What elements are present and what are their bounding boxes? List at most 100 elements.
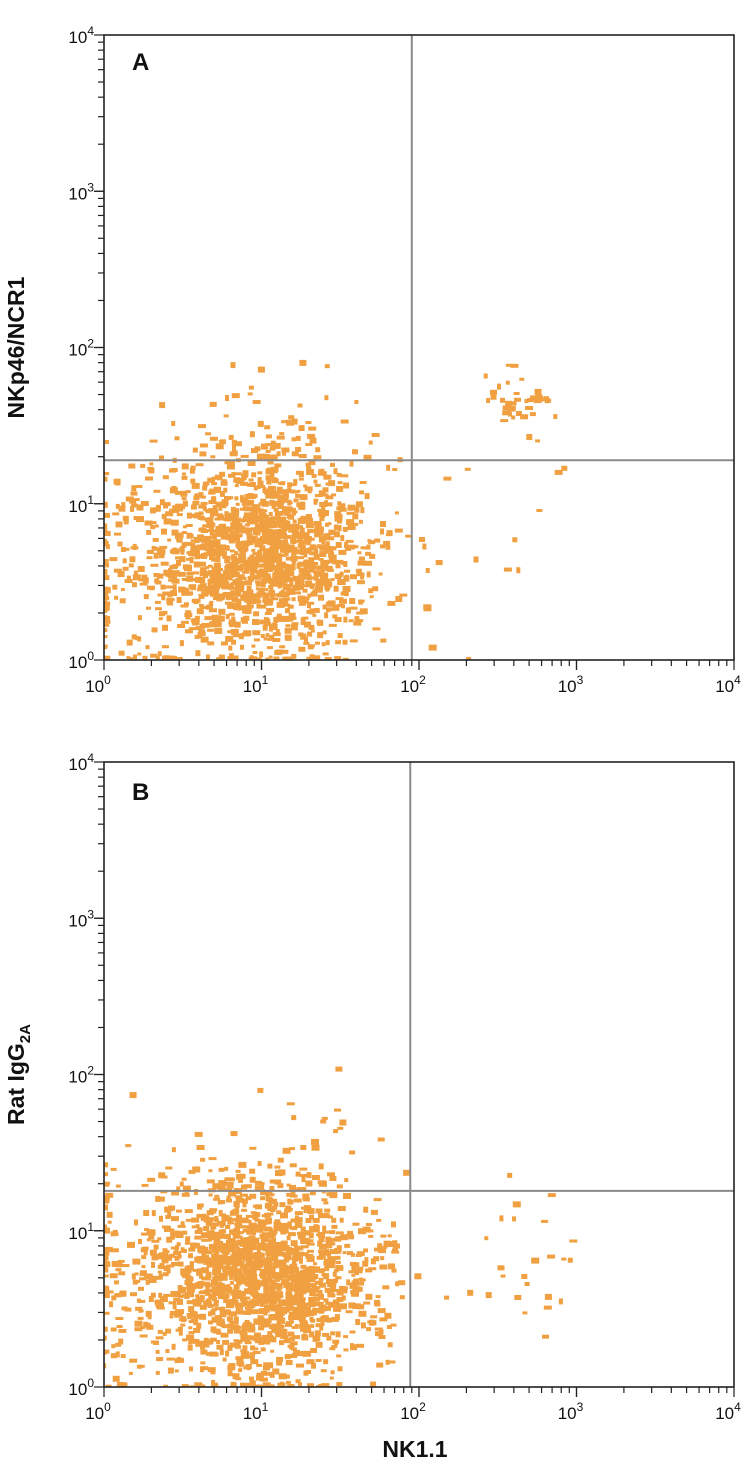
event-dot	[257, 480, 264, 486]
event-dot	[237, 1270, 243, 1275]
event-dot	[213, 548, 220, 553]
event-dot	[159, 1263, 165, 1270]
event-dot	[272, 632, 281, 637]
event-dot	[248, 1300, 257, 1307]
event-dot	[230, 1320, 238, 1324]
plot-frame	[103, 761, 735, 1388]
event-dot	[225, 516, 232, 522]
event-dot	[179, 1181, 184, 1187]
event-dot	[269, 469, 275, 476]
event-dot	[294, 1217, 303, 1223]
event-dot	[234, 484, 239, 488]
event-dot	[177, 571, 186, 577]
event-dot	[191, 1217, 200, 1223]
event-dot	[295, 470, 303, 475]
x-axis-title: NK1.1	[382, 1436, 447, 1462]
event-dot	[197, 515, 205, 520]
event-dot	[271, 1304, 278, 1310]
event-dot	[186, 1334, 195, 1341]
event-dot	[145, 1273, 153, 1280]
event-dot	[104, 542, 107, 547]
event-dot	[363, 1248, 369, 1253]
event-dot	[303, 571, 309, 576]
event-dot	[198, 511, 204, 516]
event-dot	[269, 1205, 274, 1209]
event-dot	[246, 1226, 253, 1230]
event-dot	[224, 511, 229, 517]
event-dot	[354, 616, 360, 623]
event-dot	[188, 1265, 194, 1272]
event-dot	[280, 589, 285, 593]
event-dot	[278, 1324, 284, 1329]
event-dot	[142, 1246, 149, 1251]
event-dot	[260, 1184, 265, 1189]
event-dot	[248, 385, 254, 390]
event-dot	[317, 632, 324, 639]
event-dot	[172, 564, 179, 569]
event-dot	[208, 508, 217, 514]
event-dot	[294, 1211, 303, 1216]
event-dot	[120, 547, 126, 552]
event-dot	[335, 640, 342, 645]
event-dot	[214, 1307, 223, 1311]
event-dot	[334, 1300, 340, 1305]
event-dot	[141, 1255, 147, 1260]
event-dot	[202, 485, 208, 491]
event-dot	[281, 447, 290, 453]
event-dot	[286, 1235, 291, 1241]
event-dot	[244, 580, 252, 586]
event-dot	[293, 510, 298, 514]
event-dot	[236, 579, 242, 584]
event-dot	[146, 606, 151, 610]
event-dot	[536, 396, 544, 402]
event-dot	[220, 641, 228, 646]
event-dot	[485, 1292, 492, 1299]
event-dot	[120, 588, 125, 591]
event-dot	[330, 1282, 337, 1287]
event-dot	[323, 1201, 329, 1205]
event-dot	[177, 1261, 184, 1267]
event-dot	[300, 1252, 309, 1257]
event-dot	[309, 537, 315, 541]
event-dot	[237, 601, 242, 608]
event-dot	[212, 1210, 217, 1214]
event-dot	[521, 1274, 528, 1279]
event-dot	[184, 602, 189, 606]
event-dot	[207, 564, 213, 568]
event-dot	[322, 1230, 330, 1234]
event-dot	[227, 630, 234, 634]
event-dot	[238, 1161, 247, 1168]
event-dot	[150, 525, 156, 530]
event-dot	[321, 1190, 326, 1194]
event-dot	[301, 532, 310, 538]
event-dot	[296, 1363, 304, 1368]
event-dot	[141, 1232, 148, 1236]
event-dot	[314, 550, 319, 555]
event-dot	[333, 524, 338, 531]
event-dot	[104, 1162, 109, 1168]
event-dot	[267, 459, 274, 465]
event-dot	[132, 574, 141, 581]
event-dot	[310, 544, 317, 550]
event-dot	[287, 564, 296, 571]
event-dot	[212, 1248, 218, 1253]
event-dot	[319, 526, 324, 532]
event-dot	[195, 1294, 200, 1299]
event-dot	[109, 1273, 118, 1279]
event-dot	[283, 603, 291, 607]
event-dot	[308, 1239, 314, 1243]
event-dot	[388, 1360, 396, 1364]
event-dot	[337, 579, 346, 585]
event-dot	[319, 1282, 326, 1288]
event-dot	[192, 598, 201, 603]
event-dot	[305, 1218, 312, 1223]
event-dot	[155, 1336, 164, 1340]
event-dot	[179, 1357, 185, 1363]
event-dot	[194, 1256, 203, 1263]
event-dot	[331, 1345, 338, 1348]
event-dot	[343, 575, 350, 582]
event-dot	[324, 1258, 332, 1265]
x-tick-label: 102	[400, 1400, 426, 1423]
event-dot	[134, 1327, 143, 1332]
event-dot	[272, 638, 281, 642]
